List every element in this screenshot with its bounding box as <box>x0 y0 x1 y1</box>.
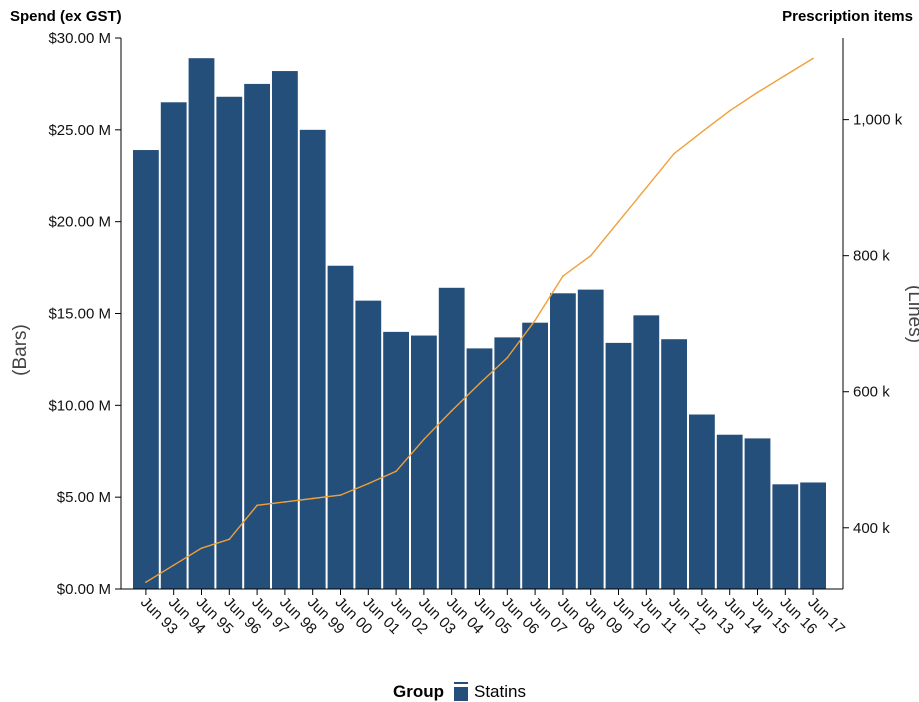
line-point-21 <box>728 109 731 112</box>
bar-2 <box>188 58 215 590</box>
line-point-23 <box>784 74 787 77</box>
right-axis-title: Prescription items <box>782 8 913 25</box>
line-point-4 <box>256 504 258 507</box>
bar-24 <box>800 482 826 589</box>
line-point-19 <box>673 152 675 155</box>
left-axis-label: (Bars) <box>10 324 31 376</box>
bar-10 <box>411 335 437 589</box>
line-point-14 <box>534 319 536 322</box>
right-tick-label-3: 1,000 k <box>853 112 903 129</box>
bar-0 <box>133 150 159 589</box>
line-point-1 <box>172 564 175 566</box>
line-point-6 <box>311 497 314 500</box>
left-tick-label-2: $10.00 M <box>48 397 111 414</box>
line-point-10 <box>423 438 425 441</box>
line-point-5 <box>284 501 286 503</box>
left-tick-label-3: $15.00 M <box>48 306 111 323</box>
bar-22 <box>744 438 771 589</box>
left-axis-title: Spend (ex GST) <box>10 8 122 25</box>
line-point-2 <box>200 547 203 549</box>
line-point-18 <box>645 186 648 189</box>
line-point-17 <box>617 220 620 223</box>
bar-3 <box>216 96 243 590</box>
left-tick-label-5: $25.00 M <box>48 122 111 139</box>
line-point-20 <box>701 131 703 133</box>
bar-20 <box>689 414 715 589</box>
line-point-22 <box>756 91 759 94</box>
bar-13 <box>494 337 521 589</box>
right-tick-label-1: 600 k <box>853 384 890 401</box>
line-point-8 <box>367 482 370 485</box>
legend-swatch <box>454 682 468 701</box>
bar-19 <box>661 339 687 589</box>
left-tick-label-6: $30.00 M <box>48 30 111 47</box>
bar-14 <box>522 322 548 589</box>
left-tick-label-1: $5.00 M <box>57 489 111 506</box>
left-axis-ticks: $0.00 M $5.00 M $10.00 M $15.00 M $20.00 M $2… <box>48 30 121 598</box>
bar-16 <box>577 289 604 589</box>
left-tick-label-0: $0.00 M <box>57 581 111 598</box>
bar-12 <box>466 348 493 589</box>
legend-title: Group <box>393 682 444 701</box>
line-point-16 <box>589 254 592 257</box>
line-point-13 <box>506 356 509 359</box>
line-point-12 <box>478 382 481 385</box>
line-point-11 <box>450 409 453 412</box>
line-point-7 <box>339 494 342 496</box>
bar-17 <box>605 342 632 589</box>
bar-1 <box>160 102 187 590</box>
line-point-3 <box>228 538 231 541</box>
right-tick-label-2: 800 k <box>853 248 890 265</box>
bar-15 <box>550 293 576 589</box>
legend: Group Statins <box>0 682 919 702</box>
right-tick-label-0: 400 k <box>853 520 890 537</box>
bar-series <box>133 58 826 590</box>
left-tick-label-4: $20.00 M <box>48 214 111 231</box>
right-axis-label: (Lines) <box>904 285 919 343</box>
bar-18 <box>633 315 660 589</box>
line-series <box>145 57 814 583</box>
line-point-9 <box>395 470 397 473</box>
line-point-0 <box>145 581 147 583</box>
right-axis-ticks: 400 k 600 k 800 k 1,000 k <box>843 112 903 537</box>
legend-item-label: Statins <box>474 682 526 701</box>
line-point-15 <box>562 275 564 277</box>
bar-11 <box>438 287 465 589</box>
bar-21 <box>716 434 743 589</box>
bar-4 <box>244 83 270 590</box>
bar-8 <box>355 300 382 589</box>
bar-6 <box>299 129 326 590</box>
bar-5 <box>272 71 298 589</box>
bar-7 <box>327 265 354 589</box>
line-point-24 <box>812 57 814 60</box>
bar-23 <box>772 484 799 589</box>
